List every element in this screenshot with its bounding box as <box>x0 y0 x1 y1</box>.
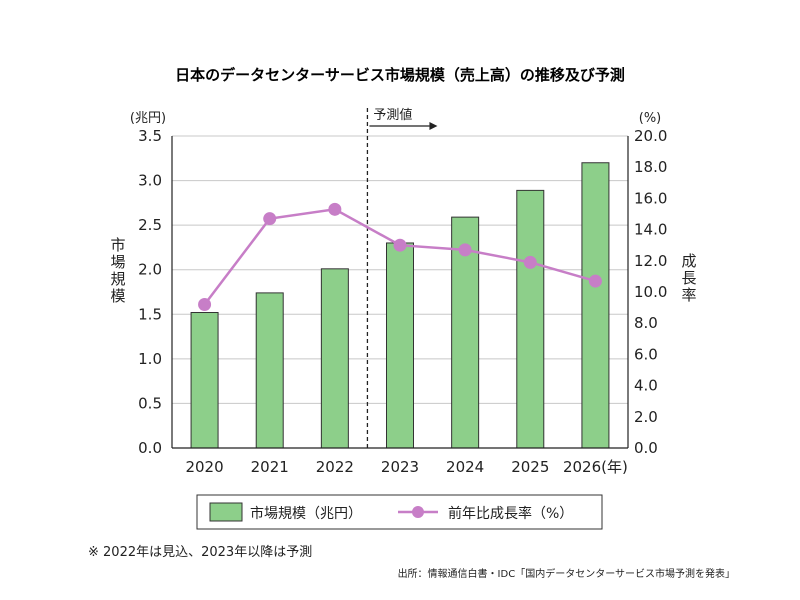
right-tick-label: 2.0 <box>634 408 658 426</box>
chart-title: 日本のデータセンターサービス市場規模（売上高）の推移及び予測 <box>175 66 625 84</box>
legend: 市場規模（兆円） 前年比成長率（%） <box>196 494 603 530</box>
left-tick-label: 0.5 <box>138 394 162 412</box>
right-axis-unit: (%) <box>639 111 662 126</box>
left-tick-label: 1.5 <box>138 305 162 323</box>
growth-point <box>263 212 277 226</box>
x-tick-label: 2020 <box>185 458 223 476</box>
growth-point <box>198 297 212 311</box>
right-tick-label: 12.0 <box>634 252 667 270</box>
growth-point <box>328 202 342 216</box>
line-series <box>198 202 602 311</box>
growth-point <box>523 255 537 269</box>
legend-bar-label: 市場規模（兆円） <box>250 505 362 522</box>
growth-point <box>588 274 602 288</box>
left-axis-ticks: 0.0 0.5 1.0 1.5 2.0 2.5 3.0 3.5 <box>138 127 162 457</box>
left-axis-unit: (兆円) <box>130 111 166 126</box>
chart-source: 出所：情報通信白書・IDC「国内データセンターサービス市場予測を発表」 <box>398 567 735 580</box>
bar <box>516 189 545 449</box>
right-tick-label: 0.0 <box>634 439 658 457</box>
x-tick-label: 2022 <box>316 458 354 476</box>
forecast-arrow-head <box>429 122 438 130</box>
x-tick-label: 2021 <box>251 458 289 476</box>
left-tick-label: 0.0 <box>138 439 162 457</box>
right-axis-label: 成長率 <box>681 252 696 304</box>
bar <box>255 292 284 449</box>
x-axis-ticks: 2020 2021 2022 2023 2024 2025 2026(年) <box>185 458 627 476</box>
right-tick-label: 18.0 <box>634 158 667 176</box>
bar <box>190 312 219 449</box>
bar <box>320 268 349 449</box>
x-tick-label: 2023 <box>381 458 419 476</box>
bar-series <box>190 162 610 449</box>
chart-note: ※ 2022年は見込、2023年以降は予測 <box>88 545 312 560</box>
growth-point <box>458 243 472 257</box>
legend-bar-swatch <box>209 502 243 522</box>
left-tick-label: 3.0 <box>138 172 162 190</box>
growth-point <box>393 238 407 252</box>
x-tick-label: 2024 <box>446 458 484 476</box>
left-axis-label: 市場規模 <box>110 236 125 305</box>
right-tick-label: 4.0 <box>634 377 658 395</box>
axes <box>171 136 629 449</box>
left-tick-label: 3.5 <box>138 127 162 145</box>
right-tick-label: 16.0 <box>634 189 667 207</box>
left-tick-label: 2.5 <box>138 216 162 234</box>
forecast-label: 予測値 <box>373 107 412 123</box>
right-tick-label: 10.0 <box>634 283 667 301</box>
forecast-marker: 予測値 <box>366 107 438 448</box>
x-tick-label: 2025 <box>511 458 549 476</box>
right-tick-label: 20.0 <box>634 127 667 145</box>
x-tick-label: 2026(年) <box>563 458 628 476</box>
right-tick-label: 6.0 <box>634 345 658 363</box>
left-tick-label: 1.0 <box>138 350 162 368</box>
right-axis-ticks: 0.0 2.0 4.0 6.0 8.0 10.0 12.0 14.0 16.0 18.0 20.0 <box>634 127 667 457</box>
right-tick-label: 8.0 <box>634 314 658 332</box>
bar <box>581 162 610 449</box>
bar <box>386 242 414 449</box>
right-axis-title: 成長率 <box>681 252 696 304</box>
legend-line-marker <box>412 506 424 518</box>
left-tick-label: 2.0 <box>138 261 162 279</box>
legend-line-label: 前年比成長率（%） <box>448 505 573 522</box>
left-axis-title: 市場規模 <box>110 236 125 305</box>
right-tick-label: 14.0 <box>634 221 667 239</box>
